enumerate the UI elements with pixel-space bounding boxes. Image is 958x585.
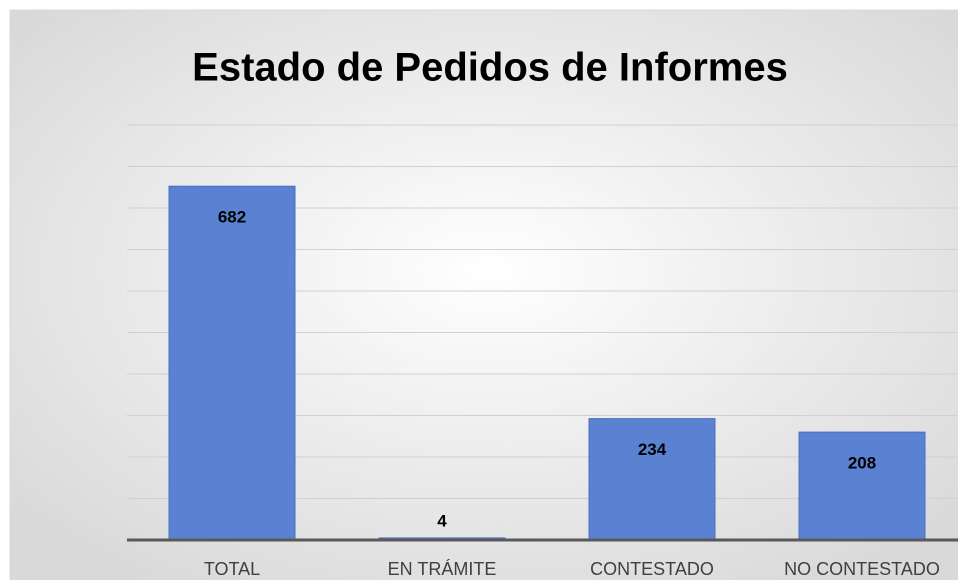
bar xyxy=(588,418,716,541)
x-tick-label: CONTESTADO xyxy=(590,559,714,579)
data-label: 4 xyxy=(437,511,447,530)
x-tick-label: NO CONTESTADO xyxy=(784,559,940,579)
data-label: 208 xyxy=(848,454,876,473)
bar xyxy=(168,185,296,541)
x-tick-label: EN TRÁMITE xyxy=(388,559,497,579)
x-tick-label: TOTAL xyxy=(204,559,260,579)
data-label: 682 xyxy=(218,208,246,227)
data-label: 234 xyxy=(638,440,667,459)
bar xyxy=(798,431,926,541)
chart-title: Estado de Pedidos de Informes xyxy=(192,46,788,90)
